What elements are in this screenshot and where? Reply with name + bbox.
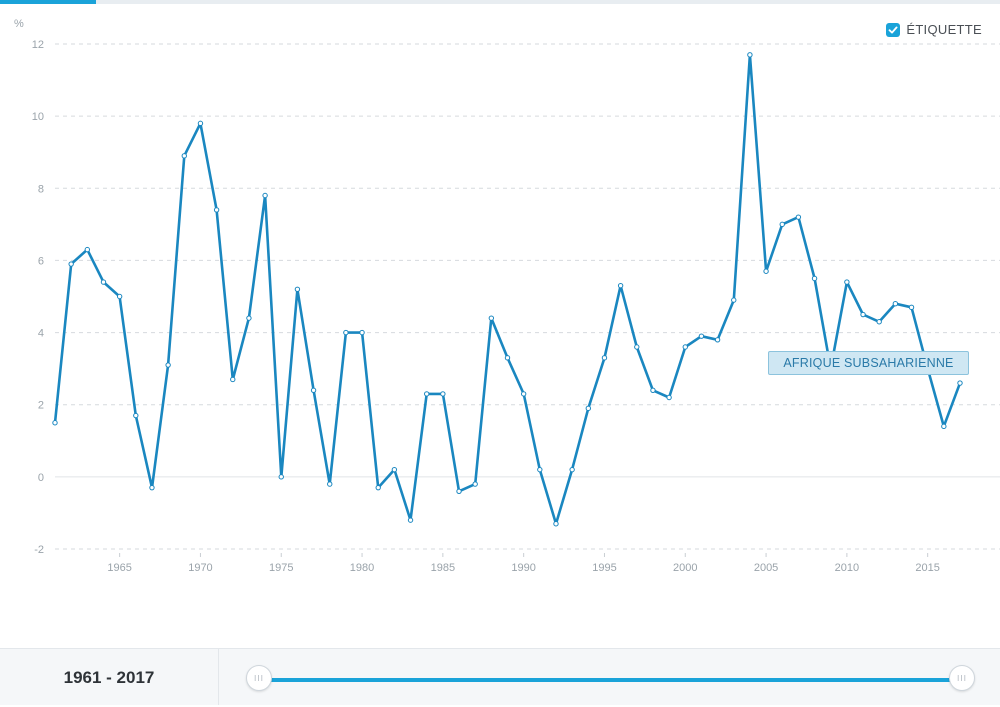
data-point xyxy=(957,380,963,386)
x-tick-label: 1985 xyxy=(431,562,455,574)
data-point xyxy=(375,484,381,491)
y-tick-label: 10 xyxy=(32,111,44,123)
data-point xyxy=(100,279,107,285)
data-point xyxy=(811,275,818,282)
data-point xyxy=(310,387,317,393)
data-point xyxy=(908,304,915,311)
data-point xyxy=(763,268,769,274)
data-point xyxy=(714,337,721,343)
x-tick-label: 1970 xyxy=(188,562,212,574)
data-point xyxy=(133,412,139,419)
data-point xyxy=(246,315,252,321)
data-point xyxy=(876,319,882,325)
series-label: AFRIQUE SUBSAHARIENNE xyxy=(768,351,969,375)
data-point xyxy=(634,344,640,350)
data-point xyxy=(278,474,284,480)
label-toggle[interactable]: ÉTIQUETTE xyxy=(886,22,982,37)
data-point xyxy=(731,297,737,303)
range-slider-track[interactable] xyxy=(260,678,962,682)
check-icon[interactable] xyxy=(886,22,901,37)
data-point xyxy=(68,261,74,267)
data-point xyxy=(747,52,753,58)
data-point xyxy=(52,420,58,426)
data-point xyxy=(359,329,365,336)
active-tab-indicator xyxy=(0,0,96,4)
data-point xyxy=(682,344,688,350)
top-border xyxy=(0,0,1000,4)
x-tick-label: 2000 xyxy=(673,562,697,574)
range-end-handle[interactable]: III xyxy=(949,665,975,691)
y-tick-label: -2 xyxy=(34,544,44,556)
data-point xyxy=(472,481,478,487)
data-point xyxy=(650,387,656,393)
range-start-handle[interactable]: III xyxy=(246,665,272,691)
data-point xyxy=(537,466,543,473)
data-point xyxy=(504,355,511,361)
data-point xyxy=(666,394,672,401)
year-range-label: 1961 - 2017 xyxy=(0,649,219,705)
y-tick-label: 12 xyxy=(32,39,44,51)
y-unit-label: % xyxy=(14,18,24,30)
y-tick-label: 2 xyxy=(38,400,44,412)
y-tick-label: 4 xyxy=(38,328,44,340)
data-point xyxy=(407,517,414,523)
footer-bar: 1961 - 2017 III III xyxy=(0,648,1000,705)
data-point xyxy=(844,279,850,285)
data-point xyxy=(343,329,349,336)
data-point xyxy=(601,355,608,361)
data-point xyxy=(553,521,559,527)
data-point xyxy=(197,120,204,127)
data-point xyxy=(488,315,495,321)
data-point xyxy=(779,221,785,228)
data-point xyxy=(892,301,899,307)
x-tick-label: 2010 xyxy=(835,562,859,574)
x-tick-label: 1995 xyxy=(592,562,616,574)
data-point xyxy=(230,376,236,383)
data-point xyxy=(165,362,171,368)
data-point xyxy=(860,311,866,318)
data-point xyxy=(149,484,155,491)
label-toggle-text: ÉTIQUETTE xyxy=(906,22,982,37)
data-point xyxy=(698,333,705,339)
data-point xyxy=(423,391,430,397)
data-point xyxy=(116,293,123,300)
y-tick-label: 8 xyxy=(38,183,44,195)
data-point xyxy=(391,466,398,473)
series-line xyxy=(53,53,962,526)
data-point xyxy=(213,207,220,213)
data-point xyxy=(294,286,301,292)
y-tick-label: 0 xyxy=(38,472,44,484)
x-tick-label: 2005 xyxy=(754,562,778,574)
x-tick-label: 1965 xyxy=(107,562,131,574)
line-chart: -2 0 2 4 6 8 10 12% 1965 1970 1975 1980 1985 1990 1995… xyxy=(14,18,1000,574)
data-point xyxy=(262,192,268,199)
data-point xyxy=(84,246,91,253)
x-tick-label: 1990 xyxy=(511,562,535,574)
data-point xyxy=(181,153,187,159)
data-point xyxy=(941,423,947,430)
data-point xyxy=(520,391,527,397)
x-tick-label: 2015 xyxy=(915,562,939,574)
data-point xyxy=(617,282,624,289)
data-point xyxy=(569,466,575,473)
y-tick-label: 6 xyxy=(38,255,44,267)
data-point xyxy=(585,405,592,412)
data-point xyxy=(440,391,446,397)
x-tick-label: 1975 xyxy=(269,562,293,574)
x-tick-label: 1980 xyxy=(350,562,374,574)
data-point xyxy=(795,214,802,220)
data-point xyxy=(327,481,333,487)
data-point xyxy=(456,488,462,494)
